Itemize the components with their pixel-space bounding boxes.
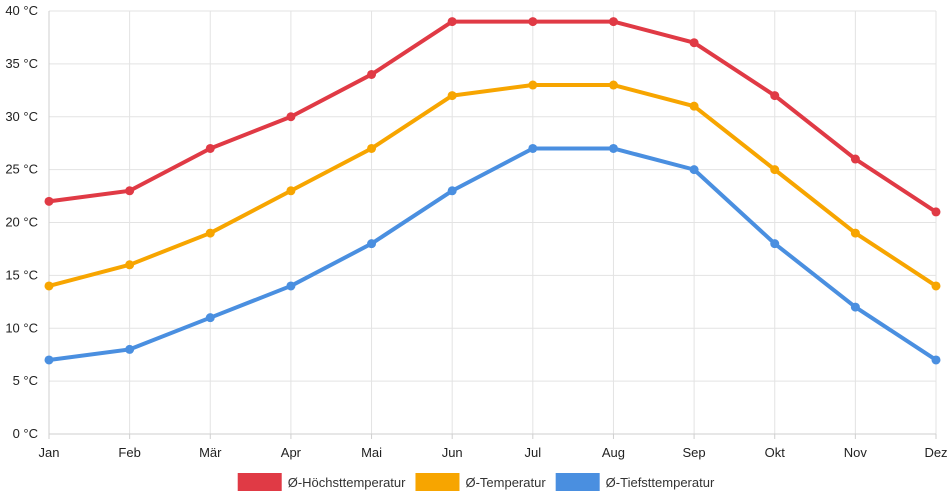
x-tick-label: Jan — [39, 445, 60, 460]
data-point[interactable] — [528, 80, 538, 90]
y-tick-label: 25 °C — [5, 162, 38, 177]
series-layer — [44, 17, 941, 365]
legend-swatch — [237, 473, 282, 491]
axis-layer: 0 °C 5 °C 10 °C 15 °C 20 °C 25 °C 30 °C 35 °C 40… — [5, 3, 947, 460]
series-1 — [44, 17, 941, 217]
data-point[interactable] — [689, 101, 699, 111]
legend[interactable]: Ø-Höchsttemperatur Ø-Temperatur Ø-Tiefstte… — [237, 473, 715, 491]
legend-item-2[interactable]: Ø-Temperatur — [415, 473, 546, 491]
data-point[interactable] — [367, 143, 377, 153]
data-point[interactable] — [850, 228, 860, 238]
x-tick-label: Okt — [765, 445, 786, 460]
data-point[interactable] — [931, 355, 941, 365]
data-point[interactable] — [125, 344, 135, 354]
data-point[interactable] — [205, 228, 215, 238]
y-tick-label: 15 °C — [5, 267, 38, 282]
y-tick-label: 30 °C — [5, 109, 38, 124]
data-point[interactable] — [447, 186, 457, 196]
data-point[interactable] — [44, 196, 54, 206]
data-point[interactable] — [528, 143, 538, 153]
y-tick-label: 35 °C — [5, 56, 38, 71]
data-point[interactable] — [608, 80, 618, 90]
data-point[interactable] — [689, 38, 699, 48]
grid-layer — [48, 10, 937, 435]
x-tick-label: Mär — [199, 445, 222, 460]
x-tick-label: Jul — [525, 445, 542, 460]
legend-label: Ø-Tiefsttemperatur — [606, 475, 715, 490]
data-point[interactable] — [770, 91, 780, 101]
data-point[interactable] — [850, 302, 860, 312]
data-point[interactable] — [447, 17, 457, 27]
data-point[interactable] — [447, 91, 457, 101]
legend-label: Ø-Höchsttemperatur — [288, 475, 406, 490]
data-point[interactable] — [205, 143, 215, 153]
x-tick-label: Nov — [844, 445, 868, 460]
data-point[interactable] — [125, 186, 135, 196]
legend-item-3[interactable]: Ø-Tiefsttemperatur — [555, 473, 715, 491]
data-point[interactable] — [931, 281, 941, 291]
data-point[interactable] — [44, 355, 54, 365]
legend-swatch — [555, 473, 600, 491]
data-point[interactable] — [286, 186, 296, 196]
data-point[interactable] — [367, 239, 377, 249]
data-point[interactable] — [850, 154, 860, 164]
legend-label: Ø-Temperatur — [465, 475, 546, 490]
data-point[interactable] — [770, 165, 780, 175]
data-point[interactable] — [931, 207, 941, 217]
data-point[interactable] — [125, 260, 135, 270]
y-tick-label: 10 °C — [5, 320, 38, 335]
legend-item-1[interactable]: Ø-Höchsttemperatur — [237, 473, 406, 491]
data-point[interactable] — [689, 165, 699, 175]
data-point[interactable] — [528, 17, 538, 27]
legend-swatch — [415, 473, 460, 491]
data-point[interactable] — [286, 112, 296, 122]
y-tick-label: 0 °C — [13, 426, 38, 441]
data-point[interactable] — [44, 281, 54, 291]
x-tick-label: Feb — [118, 445, 140, 460]
data-point[interactable] — [608, 143, 618, 153]
x-tick-label: Sep — [683, 445, 706, 460]
data-point[interactable] — [608, 17, 618, 27]
series-3 — [44, 143, 941, 365]
series-line — [47, 146, 938, 362]
x-tick-label: Aug — [602, 445, 625, 460]
y-tick-label: 40 °C — [5, 3, 38, 18]
y-tick-label: 5 °C — [13, 373, 38, 388]
data-point[interactable] — [770, 239, 780, 249]
data-point[interactable] — [286, 281, 296, 291]
x-tick-label: Dez — [924, 445, 947, 460]
data-point[interactable] — [205, 313, 215, 323]
series-line — [47, 19, 938, 214]
data-point[interactable] — [367, 69, 377, 79]
x-tick-label: Jun — [442, 445, 463, 460]
y-tick-label: 20 °C — [5, 215, 38, 230]
x-tick-label: Mai — [361, 445, 382, 460]
x-tick-label: Apr — [281, 445, 302, 460]
series-line — [47, 83, 938, 288]
series-2 — [44, 80, 941, 291]
